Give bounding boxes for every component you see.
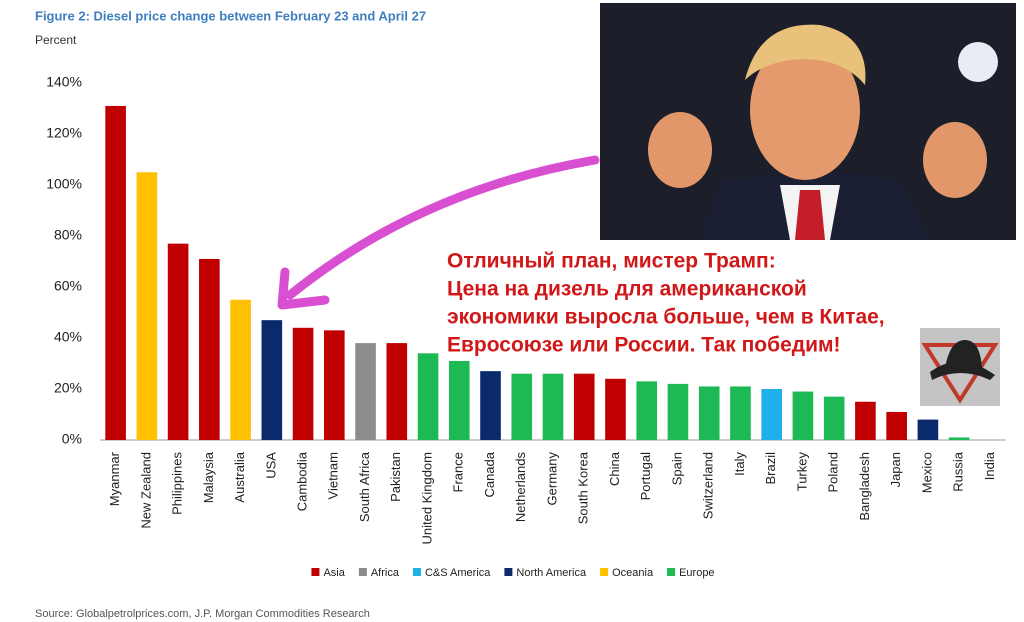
icon-hat-crown <box>945 340 982 368</box>
caption-line: экономики выросла больше, чем в Китае, <box>447 306 885 329</box>
x-tick-label: Mexico <box>919 452 934 493</box>
bar <box>792 391 814 440</box>
x-tick-label: Philippines <box>170 452 185 515</box>
x-tick-label: Brazil <box>763 452 778 485</box>
photo-face <box>750 40 860 180</box>
arrow <box>277 155 600 310</box>
y-tick-label: 0% <box>62 431 82 447</box>
meme-icon <box>920 328 1000 406</box>
photo-tie <box>795 190 825 240</box>
x-tick-label: Bangladesh <box>857 452 872 521</box>
bar <box>542 373 564 440</box>
bar <box>886 411 907 440</box>
x-tick-label: Spain <box>669 452 684 485</box>
bar <box>761 389 782 440</box>
legend-label: Asia <box>323 567 345 579</box>
bar <box>292 327 314 440</box>
bar <box>698 386 720 440</box>
legend-label: Africa <box>371 567 400 579</box>
caption-line: Евросоюзе или России. Так победим! <box>447 334 841 357</box>
bar <box>917 419 939 440</box>
y-tick-label: 80% <box>54 227 82 243</box>
arrow-shaft <box>285 155 600 300</box>
photo-hand-left <box>648 112 712 188</box>
bar <box>948 437 970 440</box>
y-tick-label: 140% <box>46 74 82 90</box>
x-tick-label: France <box>451 452 466 492</box>
bar <box>823 396 845 440</box>
legend-swatch <box>311 568 320 576</box>
legend-swatch <box>600 568 609 576</box>
x-tick-label: Australia <box>232 451 247 502</box>
x-tick-label: Turkey <box>794 452 809 492</box>
legend-swatch <box>412 568 421 576</box>
bar <box>448 360 470 440</box>
bar <box>605 378 626 440</box>
x-tick-label: Switzerland <box>701 452 716 519</box>
legend-label: Europe <box>679 567 714 579</box>
x-tick-label: Japan <box>888 452 903 487</box>
bar <box>573 373 595 440</box>
bar <box>855 401 876 440</box>
x-tick-label: Pakistan <box>388 452 403 502</box>
bar <box>386 343 408 440</box>
x-tick-label: Vietnam <box>326 452 341 499</box>
y-tick-label: 60% <box>54 278 82 294</box>
x-tick-label: Canada <box>482 451 497 497</box>
legend-label: C&S America <box>425 567 491 579</box>
caption-line: Отличный план, мистер Трамп: <box>447 250 776 273</box>
x-tick-label: Malaysia <box>201 451 216 503</box>
photo-light <box>958 42 998 82</box>
legend: Asia Africa C&S America North America Oceani… <box>311 567 715 579</box>
legend-label: North America <box>516 567 587 579</box>
chart-subtitle: Percent <box>35 33 77 47</box>
bar <box>230 299 251 440</box>
arrow-head <box>277 267 330 310</box>
x-tick-label: Italy <box>732 452 747 476</box>
x-tick-label: Netherlands <box>513 452 528 523</box>
x-tick-label: India <box>982 451 997 480</box>
bar <box>667 383 689 440</box>
bar <box>199 258 220 440</box>
y-tick-label: 120% <box>46 125 82 141</box>
bar <box>417 353 439 440</box>
photo <box>600 3 1016 240</box>
bar <box>261 320 283 440</box>
legend-label: Oceania <box>612 567 654 579</box>
legend-swatch <box>504 568 513 576</box>
photo-hair <box>745 24 866 85</box>
y-tick-label: 40% <box>54 329 82 345</box>
bar <box>355 343 376 440</box>
x-tick-label: Portugal <box>638 452 653 501</box>
caption-line: Цена на дизель для американской <box>447 278 807 301</box>
bar <box>136 172 158 440</box>
bar <box>636 381 658 440</box>
bar <box>730 386 751 440</box>
x-tick-label: Russia <box>951 451 966 492</box>
bar <box>105 105 126 440</box>
source-note: Source: Globalpetrolprices.com, J.P. Mor… <box>35 608 370 620</box>
x-tick-label: Cambodia <box>295 451 310 511</box>
y-tick-label: 100% <box>46 176 82 192</box>
x-tick-label: Myanmar <box>107 451 122 506</box>
x-tick-label: South Korea <box>576 451 591 524</box>
chart-title: Figure 2: Diesel price change between Fe… <box>35 8 426 23</box>
x-tick-label: Germany <box>544 452 559 506</box>
x-tick-label: Poland <box>826 452 841 492</box>
x-tick-label: New Zealand <box>138 452 153 529</box>
y-tick-label: 20% <box>54 380 82 396</box>
x-tick-label: South Africa <box>357 451 372 522</box>
x-tick-label: United Kingdom <box>419 452 434 545</box>
bar <box>511 373 533 440</box>
photo-hand-right <box>923 122 987 198</box>
legend-swatch <box>667 568 676 576</box>
legend-swatch <box>358 568 367 576</box>
bar <box>324 330 345 440</box>
bar <box>167 243 189 440</box>
x-tick-label: USA <box>263 452 278 479</box>
x-tick-label: China <box>607 451 622 486</box>
bar <box>480 371 501 440</box>
